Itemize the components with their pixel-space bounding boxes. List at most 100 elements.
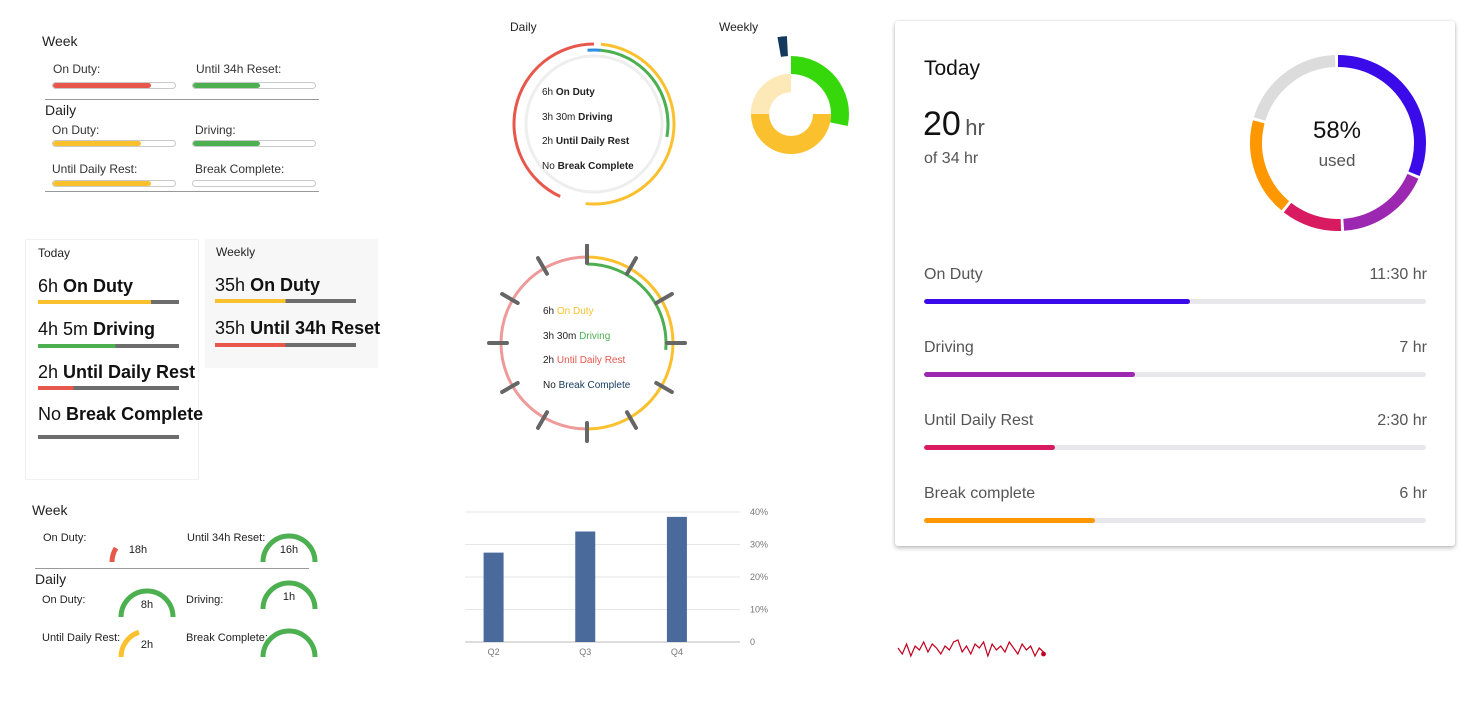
hours-value: 20 [923,105,961,143]
today-row-on-duty: 6h On Duty [38,276,133,297]
gauge-arc [118,588,176,618]
dial-line-value: 6h [543,306,555,317]
ring-lines: 6h On Duty 3h 30m Driving 2h Until Daily… [542,81,634,179]
ring-line-driving: 3h 30m Driving [542,106,634,131]
metric-driving-fill [924,372,1135,377]
gauge-value: 16h [280,544,298,556]
donut-segment-on-duty [1337,55,1426,176]
today-on-duty-line [38,300,179,304]
weekly-outer-navy-segment [777,36,788,57]
dial-tick [500,292,520,305]
gauge-daily-rest-label: Until Daily Rest: [42,632,121,644]
row-value: 2h [38,362,59,382]
ring-line-value: 3h 30m [542,111,576,123]
dial-line-label: Until Daily Rest [556,355,626,366]
gauge-daily-on-duty-label: On Duty: [42,594,86,606]
dial-line-driving: 3h 30m Driving [543,325,630,350]
usage-label: used [1318,151,1356,170]
daily-ring-red-arc [512,42,595,198]
daily-driving-bar [192,140,316,147]
metric-break-track [924,518,1426,523]
gauge-arc [260,580,318,610]
week-reset-bar [192,82,316,89]
weekly-sunburst-chart [751,36,849,154]
daily-ring-track [524,54,664,194]
dial-line-label: Break Complete [558,379,631,391]
daily-break-bar [192,180,316,187]
daily-on-duty-fill [53,141,141,146]
week-reset-label: Until 34h Reset: [196,62,282,76]
row-label: Break Complete [66,404,204,424]
gauge-arc [118,629,140,658]
today-row-break: No Break Complete [38,404,203,425]
ring-line-label: Until Daily Rest [555,136,630,147]
daily-driving-fill [193,141,261,146]
metric-driving-label: Driving [924,339,974,356]
metric-rest-track [924,445,1426,450]
dial-line-label: Driving [579,330,611,342]
y-tick-label: 30% [750,540,768,550]
daily-rest-bar [52,180,176,187]
today-driving-line [38,344,179,348]
daily-on-duty-bar [52,140,176,147]
metric-on-duty-value: 11:30 hr [1369,266,1427,283]
y-tick-label: 0 [750,637,755,647]
dial-line-label: On Duty [556,306,594,317]
gauge-daily-driving-label: Driving: [186,594,224,606]
row-value: 6h [38,276,59,296]
metric-rest-fill [924,445,1055,450]
today-card-hours: 20 hr [923,105,985,144]
gauge-week-title: Week [32,502,68,518]
ring-daily-label: Daily [510,20,537,34]
daily-driving-label: Driving: [195,123,236,137]
gauge-arc [260,533,318,563]
gauge-week-divider [35,568,309,569]
y-tick-label: 10% [750,605,768,615]
row-value: 35h [215,318,246,338]
usage-percent: 58% [1312,117,1362,144]
week-reset-fill [193,83,261,88]
daily-ring-yellow-arc [585,42,676,206]
today-rest-line [38,386,179,390]
gauge-arc [260,628,318,658]
week-on-duty-label: On Duty: [53,62,101,76]
weekly-inner-light-segment [751,74,791,114]
hours-unit: hr [965,115,985,140]
dial-tick [536,256,549,276]
gauge-week-on-duty-label: On Duty: [43,532,87,544]
dial-line-break: No Break Complete [543,374,630,399]
dial-tick [625,410,638,430]
ring-line-label: On Duty [555,87,595,98]
row-value: No [38,404,62,424]
row-label: On Duty [63,276,134,296]
daily-title: Daily [45,102,77,118]
dial-line-value: No [543,379,556,391]
metric-break-fill [924,518,1095,523]
metric-on-duty-label: On Duty [924,266,983,283]
weekly-outer-lime-segment [791,56,849,127]
gauges-svg: 18h 16h 8h 1h 2h [109,533,318,658]
today-card: Today 20 hr of 34 hr 58% used On Duty 11… [895,21,1455,546]
week-divider [45,99,319,100]
row-label: Driving [93,319,156,339]
sparkline-end-dot [1041,651,1046,657]
metric-rest-label: Until Daily Rest [924,412,1034,429]
week-on-duty-fill [53,83,151,88]
metric-on-duty-fill [924,299,1191,304]
x-tick-label: Q2 [488,647,500,657]
dial-line-on-duty: 6h On Duty [543,300,630,325]
donut-segment-driving [1343,173,1419,231]
donut-segment-rest [1283,202,1342,231]
week-on-duty-bar [52,82,176,89]
daily-on-duty-label: On Duty: [52,123,100,137]
quarterly-bar-chart: 0 10% 20% 30% 40% Q2 Q3 Q4 [465,507,768,657]
dial-tick [654,292,674,305]
dial-ticks [487,244,687,443]
row-label: On Duty [250,275,321,295]
bar-q4 [666,516,687,642]
y-tick-label: 40% [750,507,768,517]
row-value: 35h [215,275,246,295]
ring-line-value: 2h [542,136,554,147]
sparkline-path [897,639,1044,658]
x-tick-label: Q4 [671,647,683,657]
